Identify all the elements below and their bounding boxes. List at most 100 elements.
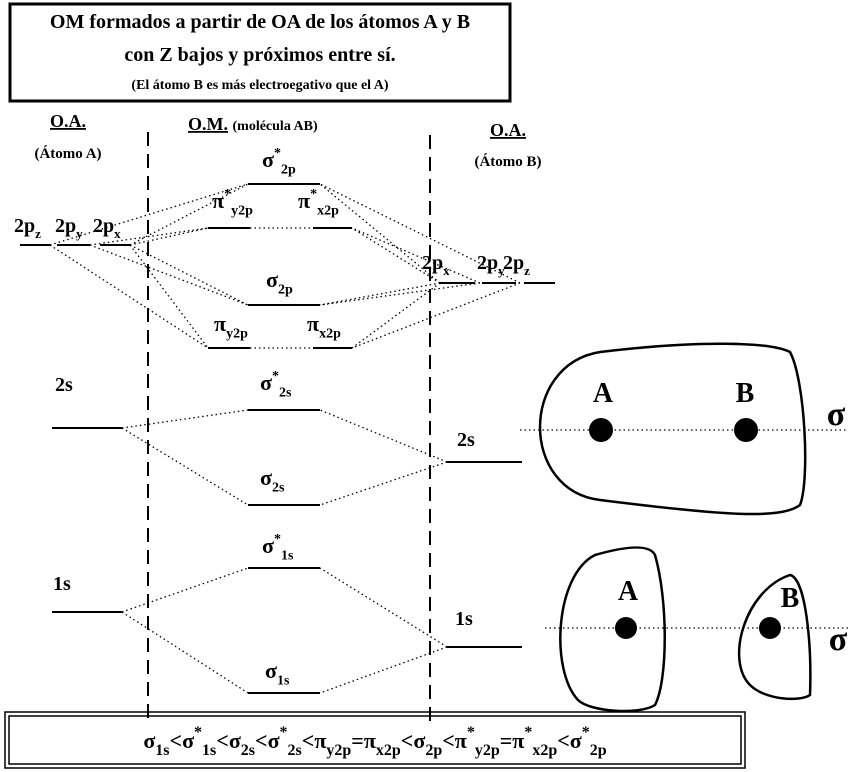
connectors (50, 184, 520, 693)
label-part: y (76, 226, 83, 241)
label-part: = (351, 728, 364, 753)
level-label: 2s (55, 374, 73, 396)
orbital-label: σ (829, 621, 848, 658)
label-part: σ (260, 370, 272, 395)
label-part: σ (265, 658, 277, 683)
level-label: σ*1s (262, 532, 294, 564)
level-label: σ1s (265, 658, 290, 689)
label-part: 1s (202, 742, 216, 759)
label-part: < (442, 728, 455, 753)
label-part: * (280, 724, 288, 741)
label-part: σ (413, 728, 425, 753)
label-part: 2p (281, 163, 296, 178)
level-label: 1s (53, 573, 71, 595)
orbital-label: A (618, 576, 639, 607)
label-part: σ (143, 728, 155, 753)
label-part: * (274, 146, 281, 161)
level-label: σ*2s (260, 369, 292, 401)
label-part: y2p (326, 742, 351, 759)
level-label: 2px (93, 215, 121, 241)
label-part: π (512, 728, 524, 753)
header-note: (Átomo B) (474, 153, 541, 170)
label-part: z (524, 263, 530, 278)
label-part: 2p (278, 283, 293, 298)
orbital-label: σ (827, 396, 846, 433)
label-part: π (314, 728, 326, 753)
label-part: π (212, 188, 224, 213)
label-part: < (170, 728, 183, 753)
label-part: σ (266, 267, 278, 292)
label-part: 2p (422, 252, 443, 274)
level-label: 2pz (503, 252, 530, 278)
label-part: * (194, 724, 202, 741)
level-label: π*x2p (298, 187, 339, 219)
header: O.A. (50, 111, 86, 131)
orbital-1s (545, 548, 848, 712)
orbital-label: B (736, 378, 755, 409)
label-part: x (443, 263, 450, 278)
label-part: 2p (503, 252, 524, 274)
level-label: 1s (455, 608, 473, 630)
level-label: πx2p (307, 311, 341, 342)
label-part: 1s (455, 608, 473, 630)
level-label: 2py (55, 215, 83, 241)
label-part: π (364, 728, 376, 753)
label-part: 2s (55, 374, 73, 396)
label-part: π (298, 188, 310, 213)
label-part: * (224, 187, 231, 202)
label-part: x2p (376, 742, 401, 759)
label-part: π (455, 728, 467, 753)
label-part: 1s (281, 549, 294, 564)
label-part: < (557, 728, 570, 753)
label-part: 1s (53, 573, 71, 595)
title-note: (El átomo B es más electroegativo que el… (131, 78, 388, 93)
mo-diagram: OM formados a partir de OA de los átomos… (0, 0, 848, 772)
label-part: σ (570, 728, 582, 753)
label-part: * (310, 187, 317, 202)
label-part: σ (182, 728, 194, 753)
level-label: σ*2p (262, 146, 296, 178)
level-label: π*y2p (212, 187, 253, 219)
label-part: x2p (319, 327, 341, 342)
level-label: 2s (457, 429, 475, 451)
title-line: con Z bajos y próximos entre sí. (124, 44, 395, 66)
label-part: 1s (277, 674, 290, 689)
level-label: 2py (477, 252, 505, 278)
level-label: πy2p (214, 311, 248, 342)
level-label: σ2p (266, 267, 293, 298)
label-part: 2s (272, 481, 285, 496)
label-part: σ (262, 147, 274, 172)
label-part: * (467, 724, 475, 741)
label-part: < (216, 728, 229, 753)
label-part: y2p (475, 742, 500, 759)
label-part: * (274, 532, 281, 547)
label-part: 2s (279, 386, 292, 401)
header: O.A. (490, 120, 526, 140)
label-part: z (35, 226, 41, 241)
title-line: OM formados a partir de OA de los átomos… (50, 11, 470, 33)
label-part: 1s (155, 742, 169, 759)
label-part: 2p (590, 742, 607, 759)
label-part: y2p (231, 204, 253, 219)
label-part: σ (229, 728, 241, 753)
orbital-label: B (781, 583, 800, 614)
label-part: 2p (14, 215, 35, 237)
orbital-2s (520, 344, 848, 514)
label-part: x2p (317, 204, 339, 219)
label-part: σ (262, 533, 274, 558)
label-part: 2s (457, 429, 475, 451)
label-part: x2p (532, 742, 557, 759)
header-note: (Átomo A) (34, 145, 101, 162)
label-part: x (114, 226, 121, 241)
label-part: * (582, 724, 590, 741)
level-label: 2pz (14, 215, 41, 241)
label-part: 2p (425, 742, 442, 759)
label-part: = (500, 728, 513, 753)
label-part: < (255, 728, 268, 753)
label-part: π (214, 311, 226, 336)
label-part: 2s (288, 742, 302, 759)
label-part: < (401, 728, 414, 753)
label-part: * (272, 369, 279, 384)
label-part: π (307, 311, 319, 336)
level-label: σ2s (260, 465, 285, 496)
